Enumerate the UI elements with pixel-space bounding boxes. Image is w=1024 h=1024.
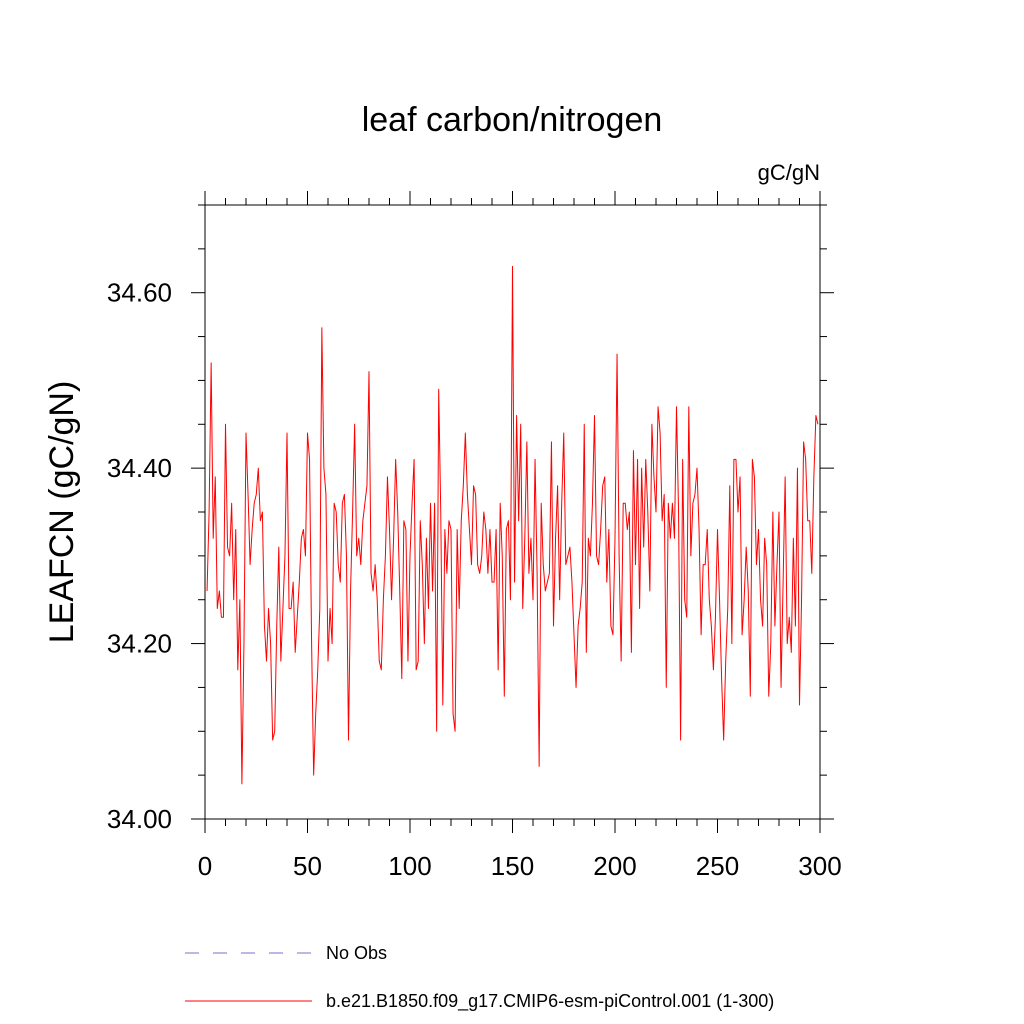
x-tick-label: 50 — [293, 851, 322, 881]
y-tick-labels: 34.00 34.20 34.40 34.60 — [107, 278, 172, 834]
x-tick-label: 150 — [491, 851, 534, 881]
plot-area — [206, 265, 819, 785]
y-tick-label: 34.60 — [107, 278, 172, 308]
legend: No Obs b.e21.B1850.f09_g17.CMIP6-esm-piC… — [185, 943, 774, 1012]
legend-label-obs: No Obs — [326, 943, 387, 963]
y-axis-label: LEAFCN (gC/gN) — [43, 381, 81, 644]
y-tick-label: 34.00 — [107, 804, 172, 834]
legend-label-model: b.e21.B1850.f09_g17.CMIP6-esm-piControl.… — [326, 991, 774, 1012]
y-tick-label: 34.20 — [107, 629, 172, 659]
x-tick-label: 200 — [593, 851, 636, 881]
x-tick-label: 0 — [198, 851, 212, 881]
y-tick-label: 34.40 — [107, 453, 172, 483]
x-tick-label: 100 — [388, 851, 431, 881]
series-line-0 — [206, 265, 819, 785]
x-tick-label: 250 — [696, 851, 739, 881]
x-tick-label: 300 — [798, 851, 841, 881]
x-tick-labels: 0 50 100 150 200 250 300 — [198, 851, 842, 881]
units-label: gC/gN — [758, 160, 820, 185]
chart-title: leaf carbon/nitrogen — [362, 101, 663, 139]
axes — [191, 191, 834, 833]
